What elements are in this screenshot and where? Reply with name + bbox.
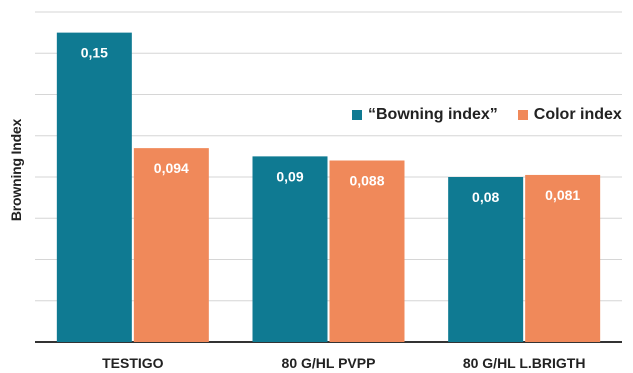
legend-item-bowning: “Bowning index”	[352, 106, 498, 124]
legend-swatch-color	[517, 110, 528, 120]
data-label: 0,09	[276, 168, 303, 184]
legend-label-color: Color index	[533, 106, 622, 123]
legend-label-bowning: “Bowning index”	[368, 106, 498, 123]
x-tick-label: 80 G/HL PVPP	[282, 355, 376, 371]
data-label: 0,08	[472, 189, 499, 205]
legend-item-color: Color index	[517, 106, 622, 124]
bar-bowning-0	[56, 32, 132, 342]
data-label: 0,15	[81, 45, 108, 61]
legend-swatch-bowning	[352, 110, 362, 120]
legend: “Bowning index” Color index	[352, 106, 622, 124]
data-label: 0,088	[349, 173, 384, 189]
x-tick-label: TESTIGO	[102, 355, 164, 371]
bar-color-1	[329, 160, 405, 342]
x-tick-label: 80 G/HL L.BRIGTH	[463, 355, 586, 371]
data-label: 0,094	[154, 160, 189, 176]
bar-bowning-1	[252, 156, 328, 342]
data-label: 0,081	[545, 187, 580, 203]
bar-color-0	[133, 148, 209, 342]
bar-bowning-2	[448, 177, 524, 342]
bar-color-2	[525, 174, 601, 342]
